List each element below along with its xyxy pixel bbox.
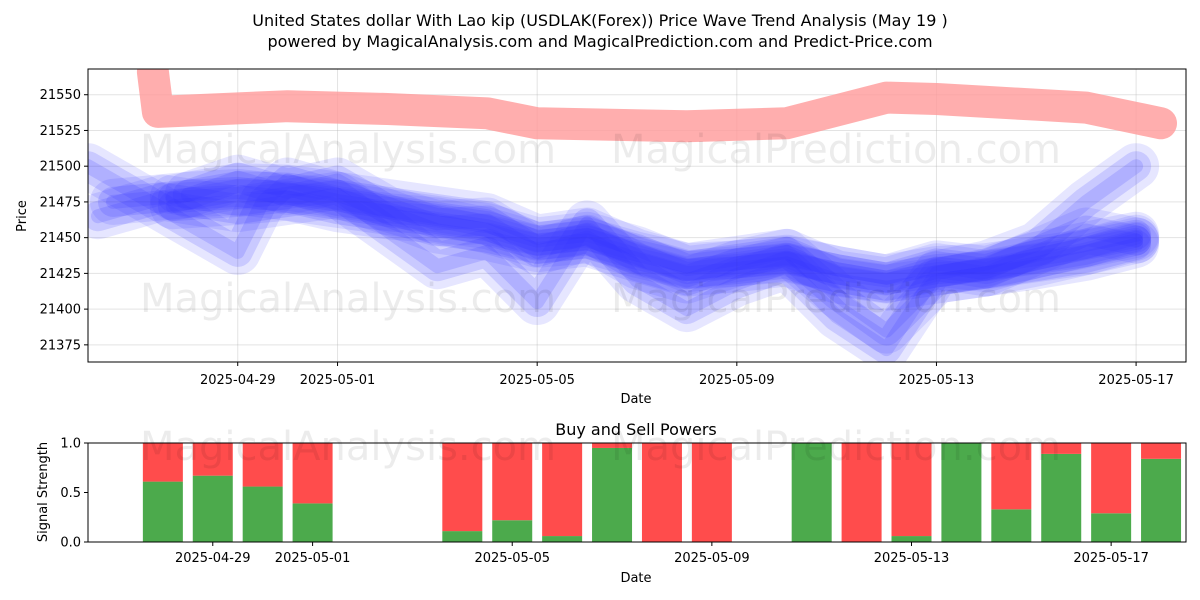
sell-bar [1141, 443, 1182, 459]
sell-bar [1041, 443, 1082, 454]
x-tick-label: 2025-05-13 [874, 551, 950, 566]
buy-bar [542, 536, 583, 542]
x-tick-label: 2025-05-01 [300, 373, 376, 388]
x-tick-label: 2025-05-05 [474, 551, 550, 566]
price-x-label: Date [620, 392, 651, 407]
x-tick-label: 2025-05-09 [674, 551, 750, 566]
buy-bar [242, 486, 283, 542]
buy-bar [292, 503, 333, 542]
signal-y-ticks: 0.0 0.5 1.0 [60, 437, 88, 551]
x-tick-label: 2025-05-17 [1098, 373, 1174, 388]
signal-x-label: Date [620, 571, 651, 586]
y-tick-label: 21550 [40, 88, 81, 103]
sell-bar [1091, 443, 1132, 514]
series-line-wave-5 [106, 184, 1144, 285]
sell-bar [592, 443, 633, 448]
y-tick-label: 0.0 [60, 536, 81, 551]
buy-bar [142, 481, 183, 542]
series-line-wave-4 [88, 159, 1144, 357]
buy-bar [1091, 513, 1132, 542]
series-line-wave-4 [88, 151, 1152, 362]
x-tick-label: 2025-05-17 [1073, 551, 1149, 566]
y-tick-label: 21375 [40, 338, 81, 353]
series-line-wave-1 [165, 179, 1144, 288]
signal-plot: Buy and Sell Powers MagicalAnalysis.com … [36, 420, 1187, 586]
price-y-ticks: 21375 21400 21425 21450 21475 21500 21525 21550 [40, 88, 88, 353]
sell-bar [242, 443, 283, 487]
price-watermarks: MagicalAnalysis.com MagicalPrediction.co… [140, 127, 1061, 322]
series-line-wave-5 [98, 176, 1152, 293]
series-line-upper-band [136, 69, 1177, 143]
watermark-text: MagicalAnalysis.com [140, 127, 556, 173]
buy-bar [592, 447, 633, 542]
signal-y-label: Signal Strength [36, 442, 51, 542]
series-line-wave-5 [90, 168, 1160, 301]
x-tick-label: 2025-04-29 [200, 373, 276, 388]
sell-bar [292, 443, 333, 504]
watermark-text: MagicalAnalysis.com [140, 276, 556, 322]
series-line-wave-1 [157, 171, 1152, 296]
buy-bar [891, 536, 932, 542]
y-tick-label: 21475 [40, 195, 81, 210]
y-tick-label: 21525 [40, 124, 81, 139]
watermark-text: MagicalAnalysis.com [140, 424, 556, 470]
sell-bar [991, 443, 1032, 510]
series-line-wave-6 [88, 171, 1160, 311]
x-tick-label: 2025-04-29 [175, 551, 251, 566]
buy-bar [991, 509, 1032, 542]
buy-bar [941, 443, 982, 542]
y-tick-label: 1.0 [60, 437, 81, 452]
series-line-wave-4 [88, 143, 1160, 362]
sell-bar [492, 443, 533, 521]
chart-subtitle: powered by MagicalAnalysis.com and Magic… [267, 32, 932, 51]
y-tick-label: 21500 [40, 160, 81, 175]
series-line-wave-2 [165, 190, 1144, 285]
series-line-wave-1 [149, 163, 1160, 304]
signal-title: Buy and Sell Powers [555, 420, 717, 439]
signal-watermarks: MagicalAnalysis.com MagicalPrediction.co… [140, 424, 1061, 470]
signal-bars [142, 443, 1182, 542]
watermark-text: MagicalPrediction.com [611, 276, 1061, 322]
x-tick-label: 2025-05-05 [499, 373, 575, 388]
buy-bar [791, 443, 832, 542]
series-line-wave-2 [149, 174, 1160, 301]
sell-bar [641, 443, 682, 542]
x-tick-label: 2025-05-09 [699, 373, 775, 388]
watermark-text: MagicalPrediction.com [611, 424, 1061, 470]
watermark-text: MagicalPrediction.com [611, 127, 1061, 173]
buy-bar [1141, 458, 1182, 542]
x-tick-label: 2025-05-13 [899, 373, 975, 388]
series-line-wave-3 [172, 162, 1152, 346]
sell-bar [841, 443, 882, 542]
buy-bar [1041, 453, 1082, 542]
series-line-wave-6 [88, 179, 1152, 303]
y-tick-label: 0.5 [60, 486, 81, 501]
series-line-wave-3 [180, 170, 1144, 338]
buy-bar [492, 520, 533, 542]
series-line-wave-3 [164, 154, 1160, 354]
chart-title: United States dollar With Lao kip (USDLA… [252, 11, 947, 30]
x-tick-label: 2025-05-01 [275, 551, 351, 566]
price-y-label: Price [15, 200, 30, 232]
series-line-wave-2 [157, 182, 1152, 293]
sell-bar [691, 443, 732, 542]
sell-bar [142, 443, 183, 482]
series-line-wave-6 [91, 187, 1144, 295]
buy-bar [442, 531, 483, 542]
y-tick-label: 21400 [40, 303, 81, 318]
buy-bar [192, 475, 233, 542]
price-series [88, 69, 1177, 362]
sell-bar [442, 443, 483, 532]
sell-bar [192, 443, 233, 476]
sell-bar [542, 443, 583, 537]
y-tick-label: 21425 [40, 267, 81, 282]
y-tick-label: 21450 [40, 231, 81, 246]
signal-x-ticks: 2025-04-29 2025-05-01 2025-05-05 2025-05-09… [175, 542, 1149, 566]
price-plot: MagicalAnalysis.com MagicalPrediction.co… [15, 68, 1187, 407]
sell-bar [891, 443, 932, 537]
price-x-ticks: 2025-04-29 2025-05-01 2025-05-05 2025-05-09… [200, 362, 1174, 388]
